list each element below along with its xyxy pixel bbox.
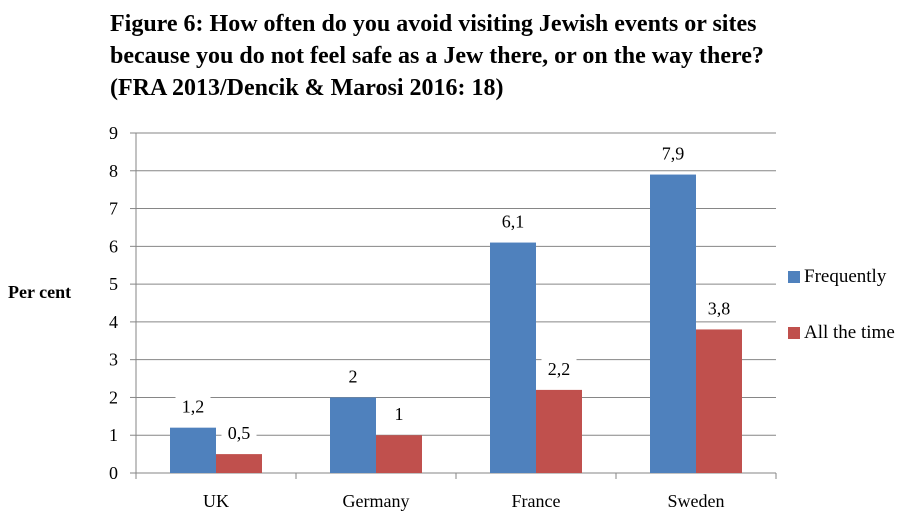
legend-item-all-the-time: All the time (788, 320, 910, 346)
data-label-background (655, 142, 691, 165)
data-label: 3,8 (708, 298, 731, 318)
x-tick-label: Sweden (668, 491, 725, 511)
legend-swatch-frequently (788, 271, 800, 283)
bar (536, 389, 582, 473)
y-tick-label: 9 (109, 123, 118, 143)
data-label-background (221, 422, 257, 445)
bar (376, 435, 422, 473)
y-tick-label: 3 (109, 350, 118, 370)
bars (170, 174, 742, 474)
bar (650, 174, 696, 474)
data-labels: 1,2 0,5 2 1 6,1 2,2 7,9 3,8 (175, 142, 737, 445)
data-label: 1 (395, 404, 404, 424)
bar (216, 454, 262, 473)
bar (330, 397, 376, 473)
y-axis-label: Per cent (8, 282, 72, 302)
x-tick-label: UK (203, 491, 229, 511)
bar (696, 329, 742, 473)
legend-label-all-the-time: All the time (804, 322, 895, 343)
y-tick-label: 2 (109, 387, 118, 407)
legend-item-frequently: Frequently (788, 264, 910, 290)
y-tick-label: 7 (109, 199, 118, 219)
x-tick-label: Germany (343, 491, 410, 511)
data-label-background (390, 403, 408, 426)
data-label: 0,5 (228, 423, 251, 443)
data-label-background (701, 297, 737, 320)
legend: Frequently All the time (788, 264, 910, 376)
data-label: 6,1 (502, 212, 525, 232)
bar (490, 242, 536, 473)
axes: 0 1 2 3 4 5 6 7 8 9 UK Germany France Sweden (109, 123, 777, 511)
y-tick-label: 6 (109, 236, 118, 256)
y-tick-label: 5 (109, 274, 118, 294)
chart-title: Figure 6: How often do you avoid visitin… (110, 11, 764, 101)
legend-label-frequently: Frequently (804, 266, 887, 287)
legend-swatch-all-the-time (788, 327, 800, 339)
data-label: 7,9 (662, 144, 685, 164)
y-tick-label: 0 (109, 463, 118, 483)
data-label-background (495, 210, 531, 233)
x-tick-label: France (512, 491, 561, 511)
data-label: 1,2 (182, 397, 205, 417)
data-label-background (541, 357, 577, 380)
data-label-background (344, 365, 362, 388)
data-label: 2,2 (548, 359, 571, 379)
bar (170, 427, 216, 473)
y-tick-label: 8 (109, 161, 118, 181)
data-label: 2 (349, 366, 358, 386)
y-tick-label: 4 (109, 312, 118, 332)
data-label-background (175, 395, 211, 418)
y-tick-label: 1 (109, 425, 118, 445)
